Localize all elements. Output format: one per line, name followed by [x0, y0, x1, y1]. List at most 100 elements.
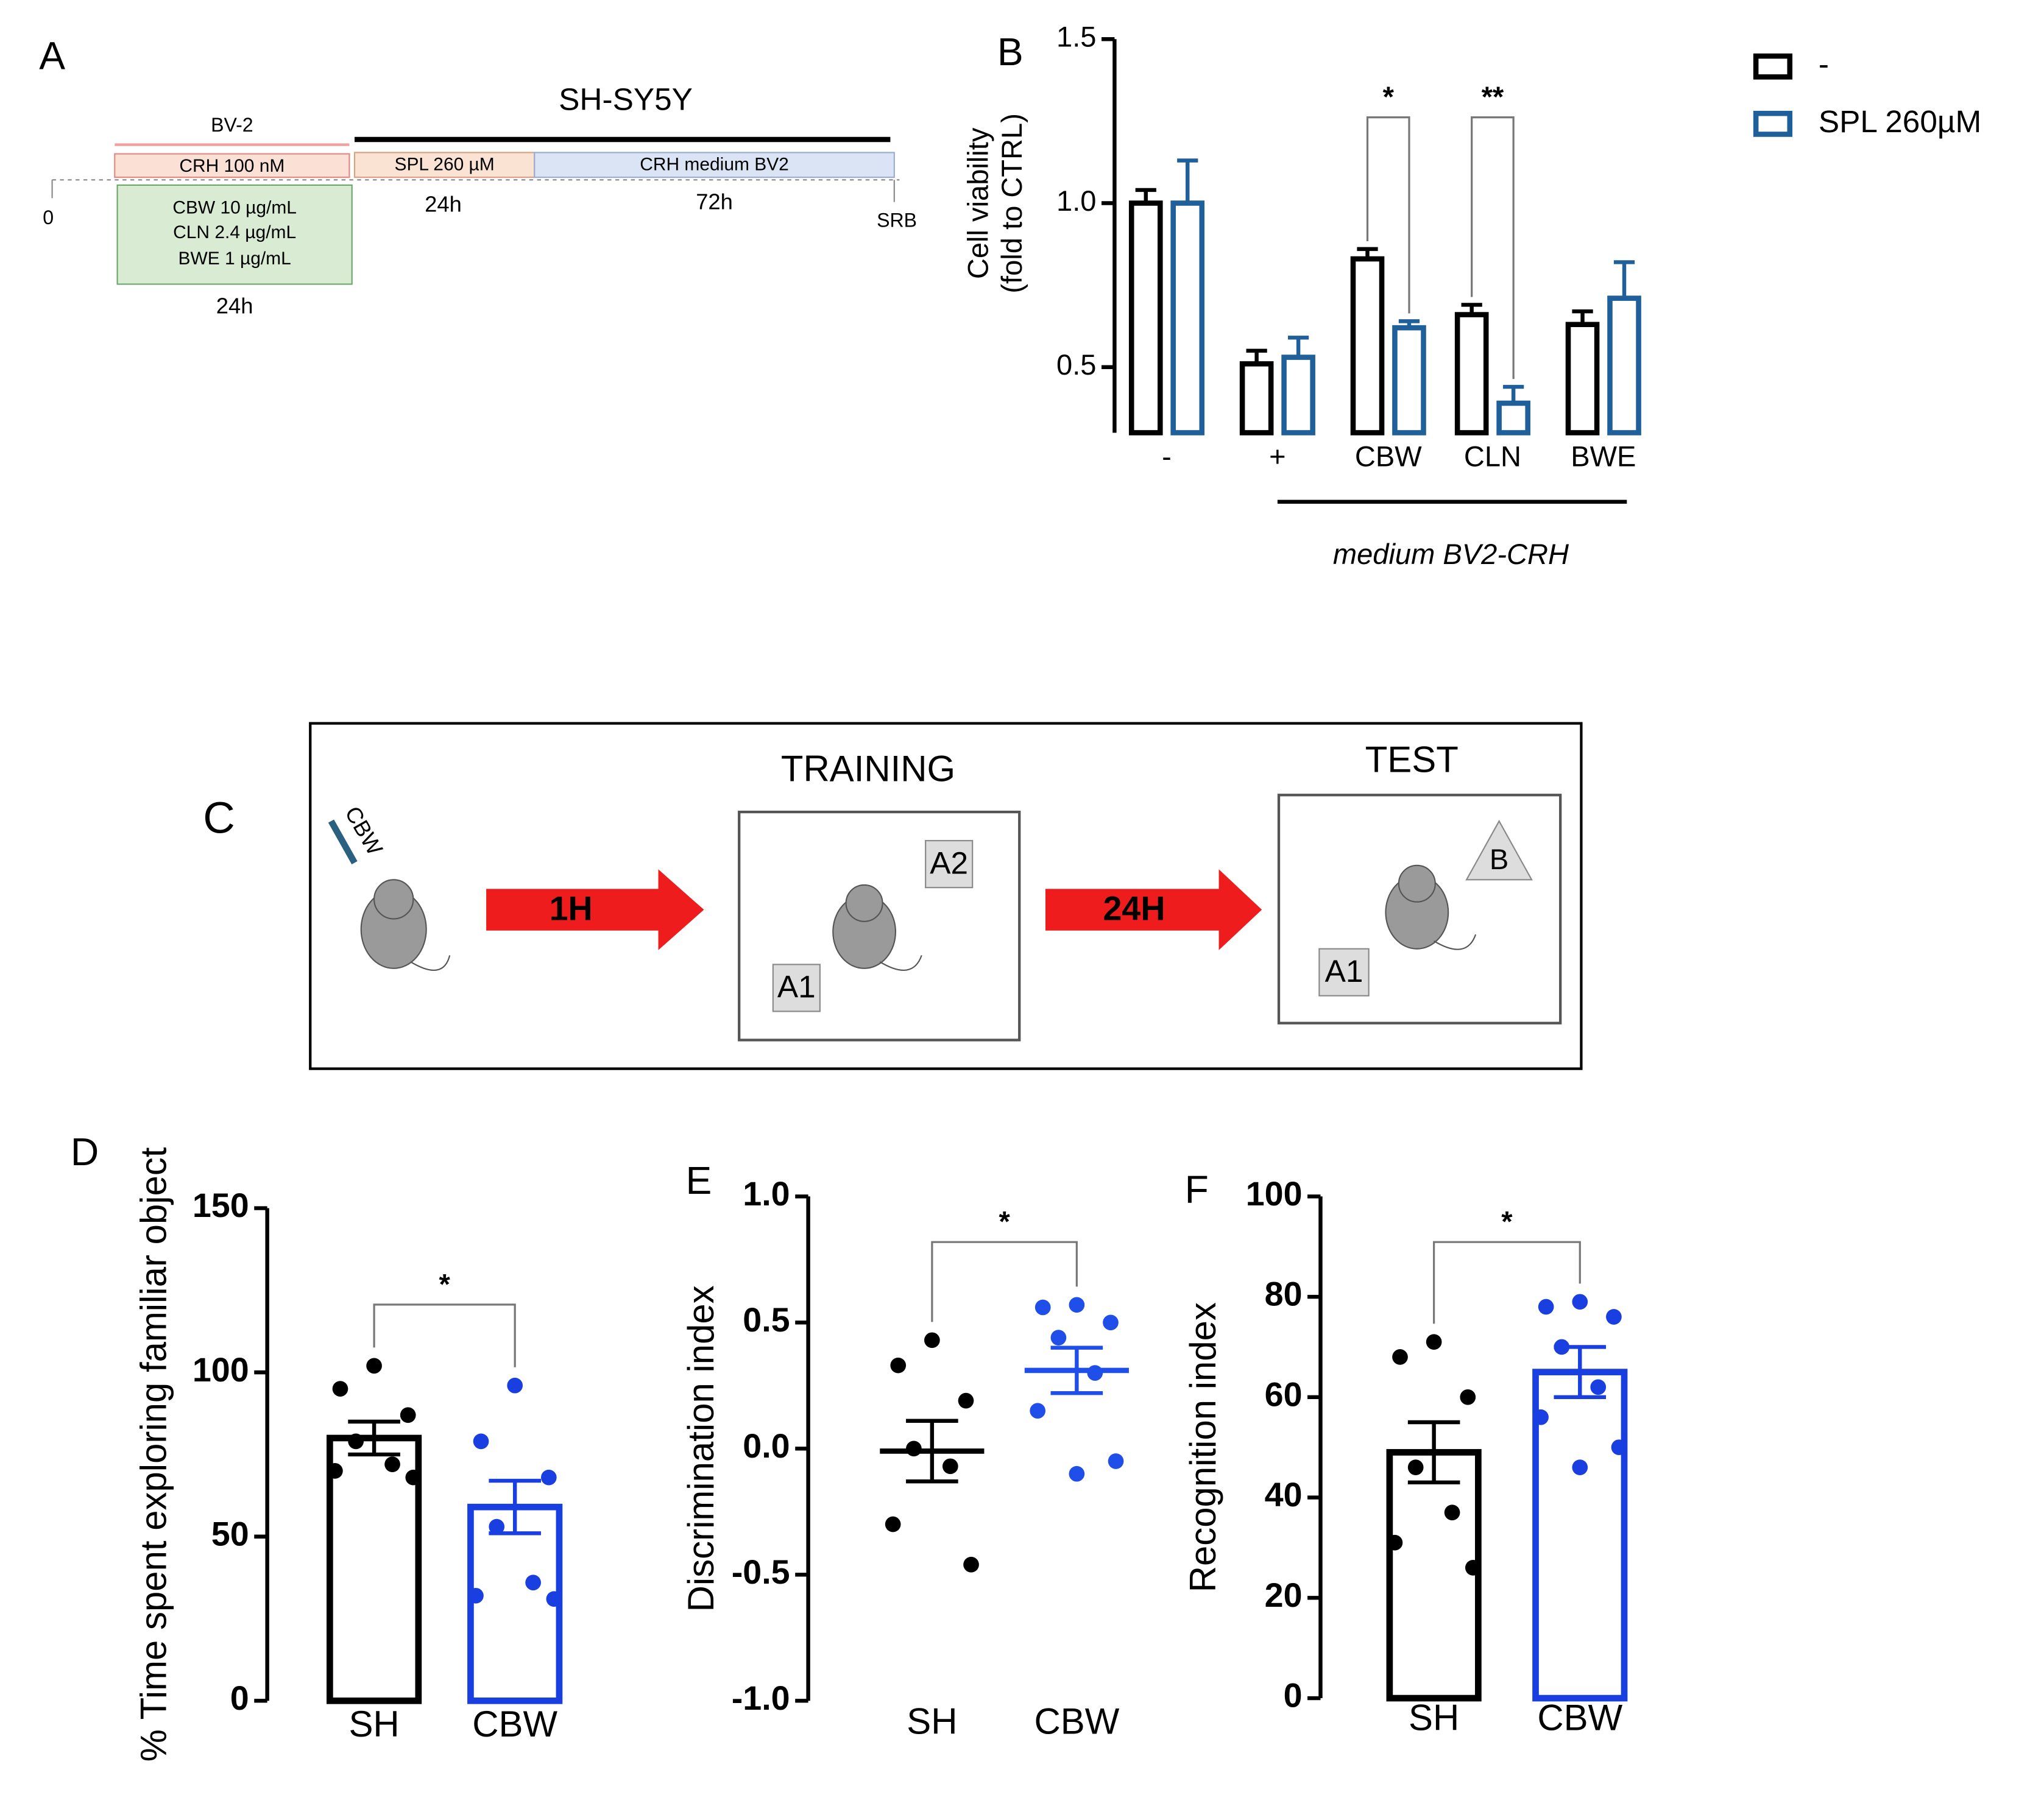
data-point	[473, 1433, 489, 1450]
panel-label: F	[1185, 1168, 1209, 1211]
timeline-title: SH-SY5Y	[559, 82, 693, 117]
bar	[1454, 312, 1489, 436]
x-tick-label: CBW	[1355, 440, 1422, 473]
data-point	[1034, 1299, 1051, 1316]
data-point	[924, 1332, 940, 1349]
error-bar	[348, 1419, 400, 1457]
arena	[1277, 794, 1562, 1024]
y-tick-label: 150	[193, 1187, 249, 1224]
x-tick-label: -	[1162, 440, 1172, 473]
error-bar	[1461, 303, 1482, 315]
arrow	[1045, 869, 1262, 950]
data-point	[1050, 1330, 1067, 1345]
protocol-diagram: TRAINING TEST CBW 1H 24H A2 A1 B A1	[309, 722, 1583, 1070]
y-tick-label: 0	[1284, 1677, 1303, 1715]
data-point	[1572, 1459, 1588, 1475]
y-tick-label: 0	[230, 1679, 249, 1717]
data-point	[1554, 1339, 1570, 1355]
data-point	[1590, 1379, 1607, 1395]
y-tick-label: 1.0	[743, 1175, 790, 1213]
data-point	[958, 1392, 974, 1409]
data-point	[1108, 1453, 1124, 1469]
y-tick-label: -0.5	[732, 1553, 790, 1591]
error-bar	[1407, 1420, 1460, 1485]
x-tick-label: CBW	[1537, 1697, 1622, 1738]
object-label: A1	[777, 970, 816, 1004]
x-tick-label: SH	[1409, 1697, 1459, 1738]
legend-label: SPL 260µM	[1819, 104, 1981, 139]
step-box	[116, 184, 353, 285]
legend-label: -	[1819, 47, 1829, 82]
y-axis-label: % Time spent exploring familiar object	[133, 1147, 174, 1761]
bar	[1239, 361, 1274, 436]
data-point	[1606, 1309, 1622, 1325]
object	[1465, 819, 1533, 881]
data-point	[963, 1556, 979, 1573]
data-point	[1572, 1294, 1588, 1310]
step-label: SPL 260 µM	[395, 155, 495, 175]
object	[772, 964, 821, 1012]
frame	[309, 722, 1583, 1070]
y-tick-label: 100	[193, 1351, 249, 1389]
step-label: BWE 1 µg/mL	[178, 249, 291, 269]
data-point	[400, 1407, 416, 1423]
y-tick-label: 60	[1265, 1375, 1303, 1413]
data-point	[332, 1381, 348, 1397]
object-label: B	[1490, 843, 1508, 875]
panel-label: A	[39, 34, 65, 77]
error-bar	[1287, 336, 1309, 358]
data-point	[1611, 1439, 1627, 1456]
x-tick-label: BWE	[1571, 440, 1636, 473]
data-point	[348, 1433, 364, 1450]
data-point	[468, 1587, 484, 1604]
bar	[1607, 295, 1641, 436]
timeline: SH-SY5Y BV-2 CRH 100 nM SPL 260 µM CRH m…	[43, 82, 917, 319]
error-bar	[1177, 158, 1198, 203]
bar	[1350, 256, 1385, 436]
data-point	[906, 1440, 922, 1457]
data-point	[1426, 1334, 1442, 1350]
panel-label: E	[685, 1158, 712, 1202]
bar	[1532, 1369, 1628, 1702]
significance-label: *	[1501, 1205, 1513, 1238]
bar	[1386, 1449, 1482, 1702]
step-label: CBW 10 µg/mL	[172, 197, 297, 217]
time-start: 0	[43, 206, 54, 228]
data-point	[1392, 1349, 1408, 1365]
error-bar	[1135, 188, 1156, 203]
data-point	[1069, 1465, 1085, 1482]
y-tick-label: -1.0	[732, 1679, 790, 1717]
arena	[738, 810, 1021, 1042]
time-end: SRB	[877, 209, 917, 231]
y-tick-label: 100	[1246, 1175, 1303, 1213]
panel-label: D	[71, 1130, 99, 1174]
bar	[1392, 325, 1426, 436]
data-point	[384, 1456, 400, 1472]
data-point	[1538, 1299, 1554, 1315]
significance-label: **	[1482, 80, 1504, 113]
bar	[467, 1503, 563, 1704]
error-bar	[1398, 319, 1420, 328]
error-bar	[906, 1419, 958, 1484]
stage-title: TRAINING	[781, 749, 955, 789]
syringe	[328, 819, 358, 865]
error-bar	[1613, 260, 1635, 298]
x-tick-label: CBW	[472, 1704, 557, 1744]
bar	[1565, 322, 1600, 436]
y-tick-label: 20	[1265, 1576, 1303, 1614]
data-point	[489, 1518, 505, 1535]
arrow-label: 1H	[550, 889, 593, 927]
significance-bracket	[1433, 1241, 1581, 1324]
significance-bracket	[931, 1241, 1078, 1322]
object-label: A1	[1325, 954, 1363, 989]
data-point	[1087, 1365, 1103, 1381]
data-point	[1460, 1389, 1476, 1405]
significance-bracket	[1471, 116, 1515, 379]
data-point	[507, 1377, 523, 1394]
bar	[1496, 400, 1530, 436]
bar	[326, 1434, 422, 1704]
data-point	[890, 1357, 907, 1374]
stage-title: TEST	[1365, 739, 1459, 780]
cell-label: BV-2	[211, 114, 253, 136]
data-point	[366, 1358, 382, 1374]
